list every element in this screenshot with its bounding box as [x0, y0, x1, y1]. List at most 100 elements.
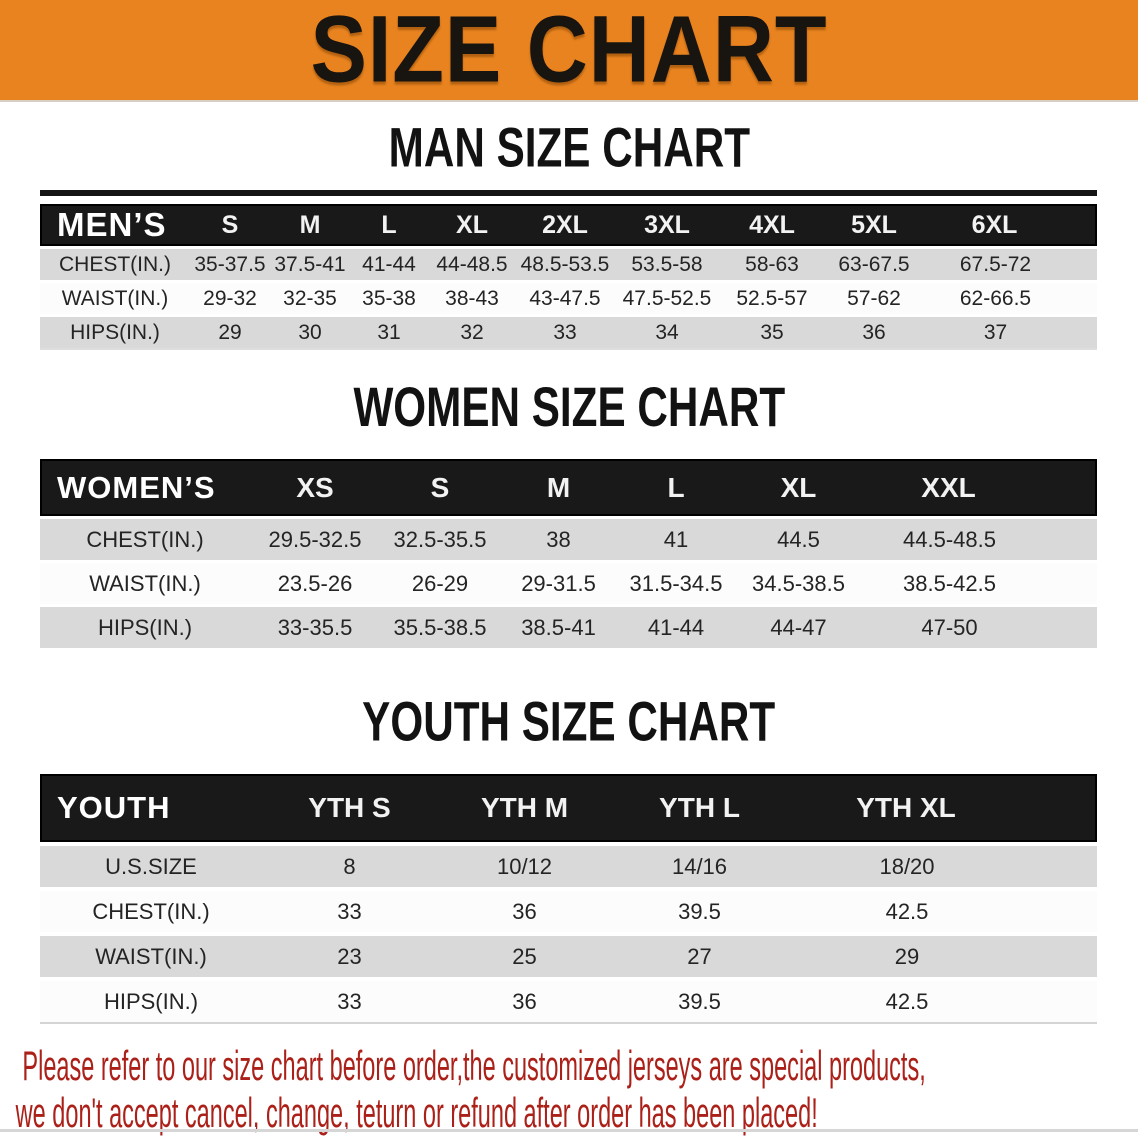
size-value: 32.5-35.5 — [380, 516, 500, 560]
table-title-cell: WOMEN’S — [40, 459, 250, 516]
row-label: U.S.SIZE — [40, 842, 262, 887]
youth-size-chart-heading-text: YOUTH SIZE CHART — [362, 691, 776, 753]
table-row: U.S.SIZE 8 10/12 14/16 18/20 — [40, 842, 1097, 887]
size-value: 30 — [270, 314, 350, 348]
size-value: 37.5-41 — [270, 246, 350, 280]
column-header: YTH M — [437, 774, 612, 842]
column-header: 4XL — [720, 204, 824, 246]
row-label: WAIST(IN.) — [40, 280, 190, 314]
size-value: 35-37.5 — [190, 246, 270, 280]
row-label: WAIST(IN.) — [40, 932, 262, 977]
size-table: MEN’S S M L XL 2XL 3XL 4XL 5XL 6XL CHEST(IN.) 35-37… — [40, 204, 1097, 348]
size-value: 42.5 — [787, 977, 1097, 1022]
size-table: YOUTH YTH S YTH M YTH L YTH XL U.S.SIZE 8 10/12… — [40, 774, 1097, 1022]
men-table-top-rule — [40, 190, 1097, 196]
row-label: HIPS(IN.) — [40, 604, 250, 648]
disclaimer-line-1: Please refer to our size chart before or… — [22, 1042, 926, 1089]
table-row: HIPS(IN.) 33-35.5 35.5-38.5 38.5-41 41-44 44-… — [40, 604, 1097, 648]
size-value: 31.5-34.5 — [617, 560, 735, 604]
row-label: CHEST(IN.) — [40, 887, 262, 932]
column-header: XS — [250, 459, 380, 516]
size-value: 41 — [617, 516, 735, 560]
column-header: 6XL — [924, 204, 1097, 246]
size-value: 58-63 — [720, 246, 824, 280]
size-value: 35-38 — [350, 280, 428, 314]
size-value: 35 — [720, 314, 824, 348]
size-value: 39.5 — [612, 887, 787, 932]
column-header: 3XL — [614, 204, 720, 246]
size-value: 36 — [437, 977, 612, 1022]
size-value: 23 — [262, 932, 437, 977]
size-value: 39.5 — [612, 977, 787, 1022]
size-value: 35.5-38.5 — [380, 604, 500, 648]
size-chart-banner-title: SIZE CHART — [310, 0, 828, 103]
size-value: 29 — [190, 314, 270, 348]
size-value: 37 — [924, 314, 1097, 348]
size-value: 14/16 — [612, 842, 787, 887]
size-value: 29-32 — [190, 280, 270, 314]
column-header: 2XL — [516, 204, 614, 246]
size-value: 38 — [500, 516, 617, 560]
table-header-row: YOUTH YTH S YTH M YTH L YTH XL — [40, 774, 1097, 842]
table-row: WAIST(IN.) 23.5-26 26-29 29-31.5 31.5-34.5 34… — [40, 560, 1097, 604]
size-value: 29-31.5 — [500, 560, 617, 604]
size-value: 38-43 — [428, 280, 516, 314]
size-value: 32-35 — [270, 280, 350, 314]
table-title-cell: MEN’S — [40, 204, 190, 246]
column-header: YTH XL — [787, 774, 1097, 842]
size-value: 44-47 — [735, 604, 862, 648]
table-row: CHEST(IN.) 29.5-32.5 32.5-35.5 38 41 44.5 44.5… — [40, 516, 1097, 560]
size-value: 26-29 — [380, 560, 500, 604]
column-header: XL — [428, 204, 516, 246]
size-value: 29 — [787, 932, 1097, 977]
size-value: 18/20 — [787, 842, 1097, 887]
column-header: YTH L — [612, 774, 787, 842]
column-header: M — [500, 459, 617, 516]
table-header-row: MEN’S S M L XL 2XL 3XL 4XL 5XL 6XL — [40, 204, 1097, 246]
column-header: M — [270, 204, 350, 246]
table-row: HIPS(IN.) 33 36 39.5 42.5 — [40, 977, 1097, 1022]
bottom-hairline — [0, 1129, 1138, 1132]
column-header: S — [190, 204, 270, 246]
row-label: HIPS(IN.) — [40, 977, 262, 1022]
size-value: 52.5-57 — [720, 280, 824, 314]
size-value: 53.5-58 — [614, 246, 720, 280]
size-value: 32 — [428, 314, 516, 348]
man-size-chart-heading: MAN SIZE CHART — [0, 117, 1138, 179]
man-size-chart-heading-text: MAN SIZE CHART — [388, 117, 750, 179]
size-value: 43-47.5 — [516, 280, 614, 314]
size-value: 62-66.5 — [924, 280, 1097, 314]
size-value: 48.5-53.5 — [516, 246, 614, 280]
row-label: CHEST(IN.) — [40, 246, 190, 280]
youth-size-chart-heading: YOUTH SIZE CHART — [0, 691, 1138, 753]
column-header: XXL — [862, 459, 1097, 516]
size-value: 29.5-32.5 — [250, 516, 380, 560]
column-header: L — [617, 459, 735, 516]
youth-size-table-container: YOUTH YTH S YTH M YTH L YTH XL U.S.SIZE 8 10/12… — [40, 774, 1097, 1024]
size-value: 44.5-48.5 — [862, 516, 1097, 560]
table-row: WAIST(IN.) 23 25 27 29 — [40, 932, 1097, 977]
size-value: 47-50 — [862, 604, 1097, 648]
size-value: 63-67.5 — [824, 246, 924, 280]
size-value: 34 — [614, 314, 720, 348]
size-chart-banner: SIZE CHART — [0, 0, 1138, 102]
size-value: 36 — [824, 314, 924, 348]
women-size-chart-heading: WOMEN SIZE CHART — [0, 377, 1138, 439]
size-value: 34.5-38.5 — [735, 560, 862, 604]
size-value: 67.5-72 — [924, 246, 1097, 280]
table-row: CHEST(IN.) 35-37.5 37.5-41 41-44 44-48.5 48.5… — [40, 246, 1097, 280]
size-value: 44.5 — [735, 516, 862, 560]
men-size-table-container: MEN’S S M L XL 2XL 3XL 4XL 5XL 6XL CHEST(IN.) 35-37… — [40, 190, 1097, 350]
size-value: 33-35.5 — [250, 604, 380, 648]
size-value: 31 — [350, 314, 428, 348]
column-header: YTH S — [262, 774, 437, 842]
women-size-chart-heading-text: WOMEN SIZE CHART — [353, 377, 785, 439]
column-header: S — [380, 459, 500, 516]
size-value: 44-48.5 — [428, 246, 516, 280]
size-value: 42.5 — [787, 887, 1097, 932]
size-value: 23.5-26 — [250, 560, 380, 604]
size-value: 57-62 — [824, 280, 924, 314]
disclaimer: Please refer to our size chart before or… — [0, 1042, 1138, 1136]
size-value: 33 — [262, 887, 437, 932]
row-label: HIPS(IN.) — [40, 314, 190, 348]
